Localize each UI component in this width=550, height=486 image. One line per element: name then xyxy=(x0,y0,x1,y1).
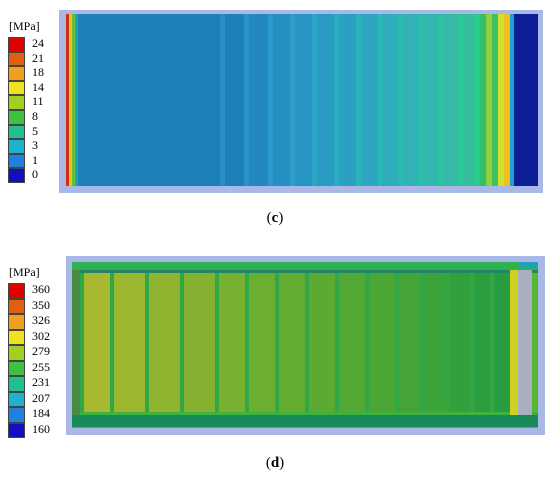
legend-swatch xyxy=(8,110,25,125)
legend-tick-label: 24 xyxy=(32,36,44,50)
legend-swatch xyxy=(8,95,25,110)
legend-swatch xyxy=(8,345,25,361)
legend-tick-label: 18 xyxy=(32,65,44,80)
legend-swatch xyxy=(8,153,25,169)
caption-c: (c) xyxy=(266,210,284,226)
legend-tick-label: 184 xyxy=(32,406,50,420)
legend-tick-label: 279 xyxy=(32,344,50,358)
legend-swatch xyxy=(8,329,25,345)
legend-tick-label: 302 xyxy=(32,328,50,343)
legend-swatch xyxy=(8,298,25,314)
legend-tick-label: 1 xyxy=(32,152,38,167)
unit-label-c: [MPa] xyxy=(9,19,40,33)
panel-d: [MPa] 360 350 326 302 279 255 231 207 184 160 (d) xyxy=(0,250,550,486)
legend-tick-label: 326 xyxy=(32,313,50,327)
unit-label-d: [MPa] xyxy=(9,265,40,279)
legend-tick-label: 350 xyxy=(32,297,50,312)
legend-swatch xyxy=(8,37,25,52)
legend-tick-label: 3 xyxy=(32,138,38,153)
legend-swatch xyxy=(8,391,25,407)
legend-swatch xyxy=(8,314,25,330)
legend-swatch xyxy=(8,283,25,299)
legend-tick-label: 8 xyxy=(32,109,38,123)
legend-swatch xyxy=(8,360,25,376)
legend-tick-label: 21 xyxy=(32,50,44,65)
panel-c: [MPa] 24 21 18 14 11 8 5 3 1 0 (c) xyxy=(0,0,550,240)
legend-swatch xyxy=(8,168,25,183)
legend-tick-label: 360 xyxy=(32,282,50,296)
legend-tick-label: 5 xyxy=(32,123,38,138)
stress-contour-d xyxy=(66,256,545,435)
legend-swatch xyxy=(8,139,25,154)
legend-swatch xyxy=(8,66,25,81)
stress-contour-c xyxy=(59,10,543,193)
legend-swatch xyxy=(8,51,25,67)
legend-tick-label: 255 xyxy=(32,359,50,374)
legend-swatch xyxy=(8,376,25,392)
legend-swatch xyxy=(8,407,25,423)
legend-tick-label: 207 xyxy=(32,390,50,405)
legend-tick-label: 11 xyxy=(32,94,44,109)
legend-tick-label: 231 xyxy=(32,375,50,389)
legend-tick-label: 14 xyxy=(32,79,44,94)
legend-swatch xyxy=(8,422,25,438)
caption-d: (d) xyxy=(265,455,285,471)
legend-tick-label: 160 xyxy=(32,421,50,436)
legend-tick-label: 0 xyxy=(32,167,38,182)
legend-swatch xyxy=(8,80,25,96)
legend-swatch xyxy=(8,124,25,140)
right-support-c xyxy=(514,14,538,186)
